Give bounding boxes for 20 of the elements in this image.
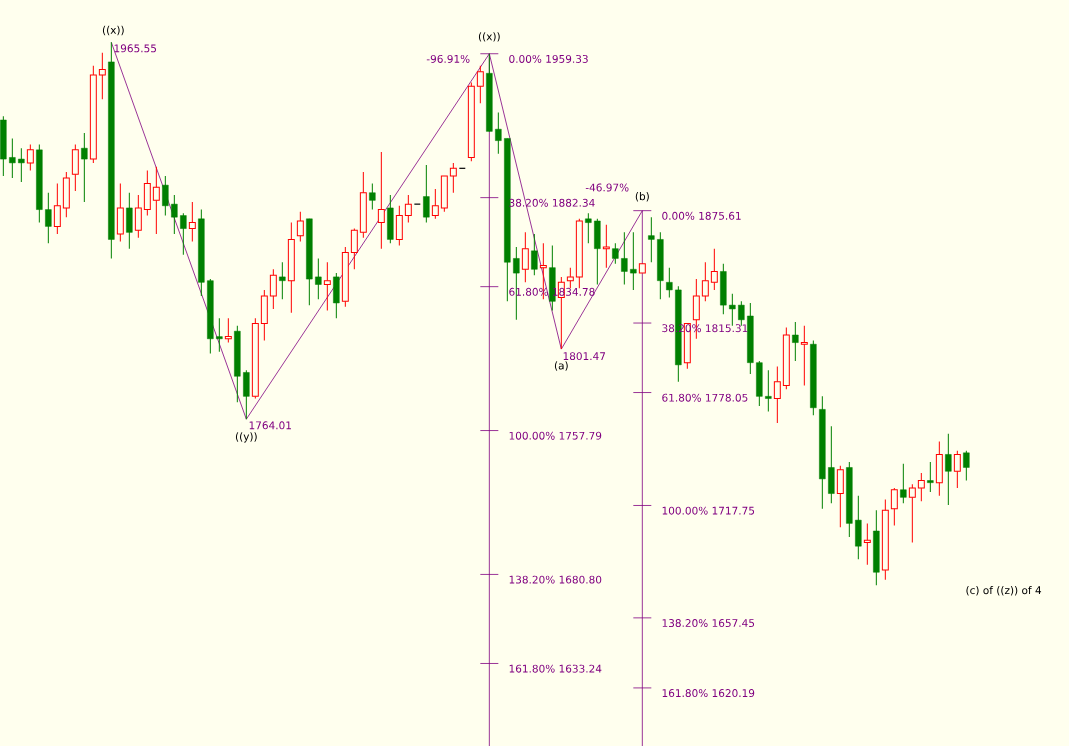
- annotation: (a): [554, 361, 568, 371]
- text: (c) of ((z)) of 4: [966, 585, 1042, 596]
- text: 161.80% 1620.19: [662, 688, 755, 697]
- annotation: ((y)): [235, 432, 257, 443]
- annotation: 100.00% 1757.79: [509, 431, 602, 440]
- text: ((x)): [102, 25, 124, 35]
- annotation: 1764.01: [249, 421, 291, 430]
- text: 161.80% 1633.24: [509, 664, 602, 673]
- annotation: (b): [635, 191, 649, 202]
- annotation: -46.97%: [585, 183, 629, 192]
- annotation: 100.00% 1717.75: [662, 506, 755, 515]
- annotation: 61.80% 1778.05: [662, 393, 748, 402]
- text: 138.20% 1657.45: [662, 618, 755, 627]
- annotation: 1965.55: [114, 44, 157, 53]
- annotation: 0.00% 1959.33: [509, 54, 588, 63]
- annotation: 138.20% 1680.80: [509, 575, 602, 584]
- annotation: 0.00% 1875.61: [662, 211, 741, 220]
- annotation: -96.91%: [426, 54, 470, 63]
- annotation: 1801.47: [563, 351, 606, 360]
- text: ((x)): [478, 31, 500, 42]
